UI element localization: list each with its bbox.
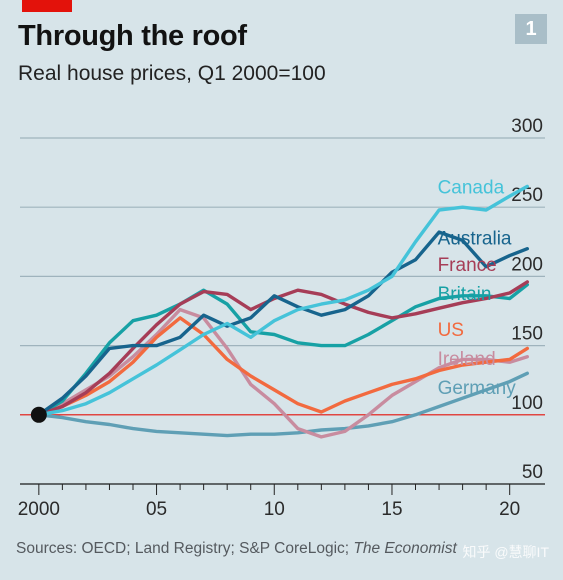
series-line-germany <box>37 371 529 438</box>
x-tick-label-15: 15 <box>381 499 402 520</box>
series-label-us: US <box>438 320 464 341</box>
y-tick-label-300: 300 <box>511 116 543 137</box>
y-tick-label-100: 100 <box>511 393 543 414</box>
series-line-australia <box>37 230 529 417</box>
series-label-britain: Britain <box>438 284 492 305</box>
x-tick-label-05: 05 <box>146 499 167 520</box>
series-line-canada <box>37 184 529 417</box>
chart-title: Through the roof <box>18 20 247 52</box>
series-line-france <box>37 280 529 417</box>
series-line-britain <box>37 283 529 417</box>
x-tick-label-20: 20 <box>499 499 520 520</box>
series-label-canada: Canada <box>438 177 505 198</box>
economist-red-tag <box>22 0 72 12</box>
x-tick-label-2000: 2000 <box>18 499 60 520</box>
y-tick-label-200: 200 <box>511 254 543 275</box>
source-publisher: The Economist <box>353 540 457 557</box>
series-label-france: France <box>438 255 497 276</box>
series-label-ireland: Ireland <box>438 349 496 370</box>
y-tick-label-150: 150 <box>511 324 543 345</box>
series-label-germany: Germany <box>438 378 517 399</box>
series-line-ireland <box>37 307 529 439</box>
watermark: 知乎 @慧聊IT <box>462 544 549 560</box>
y-tick-label-50: 50 <box>522 462 543 483</box>
series-line-us <box>37 316 529 417</box>
start-point-marker <box>30 406 47 423</box>
series-label-australia: Australia <box>438 229 512 250</box>
source-prefix: Sources: OECD; Land Registry; S&P CoreLo… <box>16 540 354 557</box>
chart-subtitle: Real house prices, Q1 2000=100 <box>18 62 326 85</box>
source-note: Sources: OECD; Land Registry; S&P CoreLo… <box>16 540 457 558</box>
x-tick-label-10: 10 <box>264 499 285 520</box>
chart-number-badge: 1 <box>515 14 547 44</box>
